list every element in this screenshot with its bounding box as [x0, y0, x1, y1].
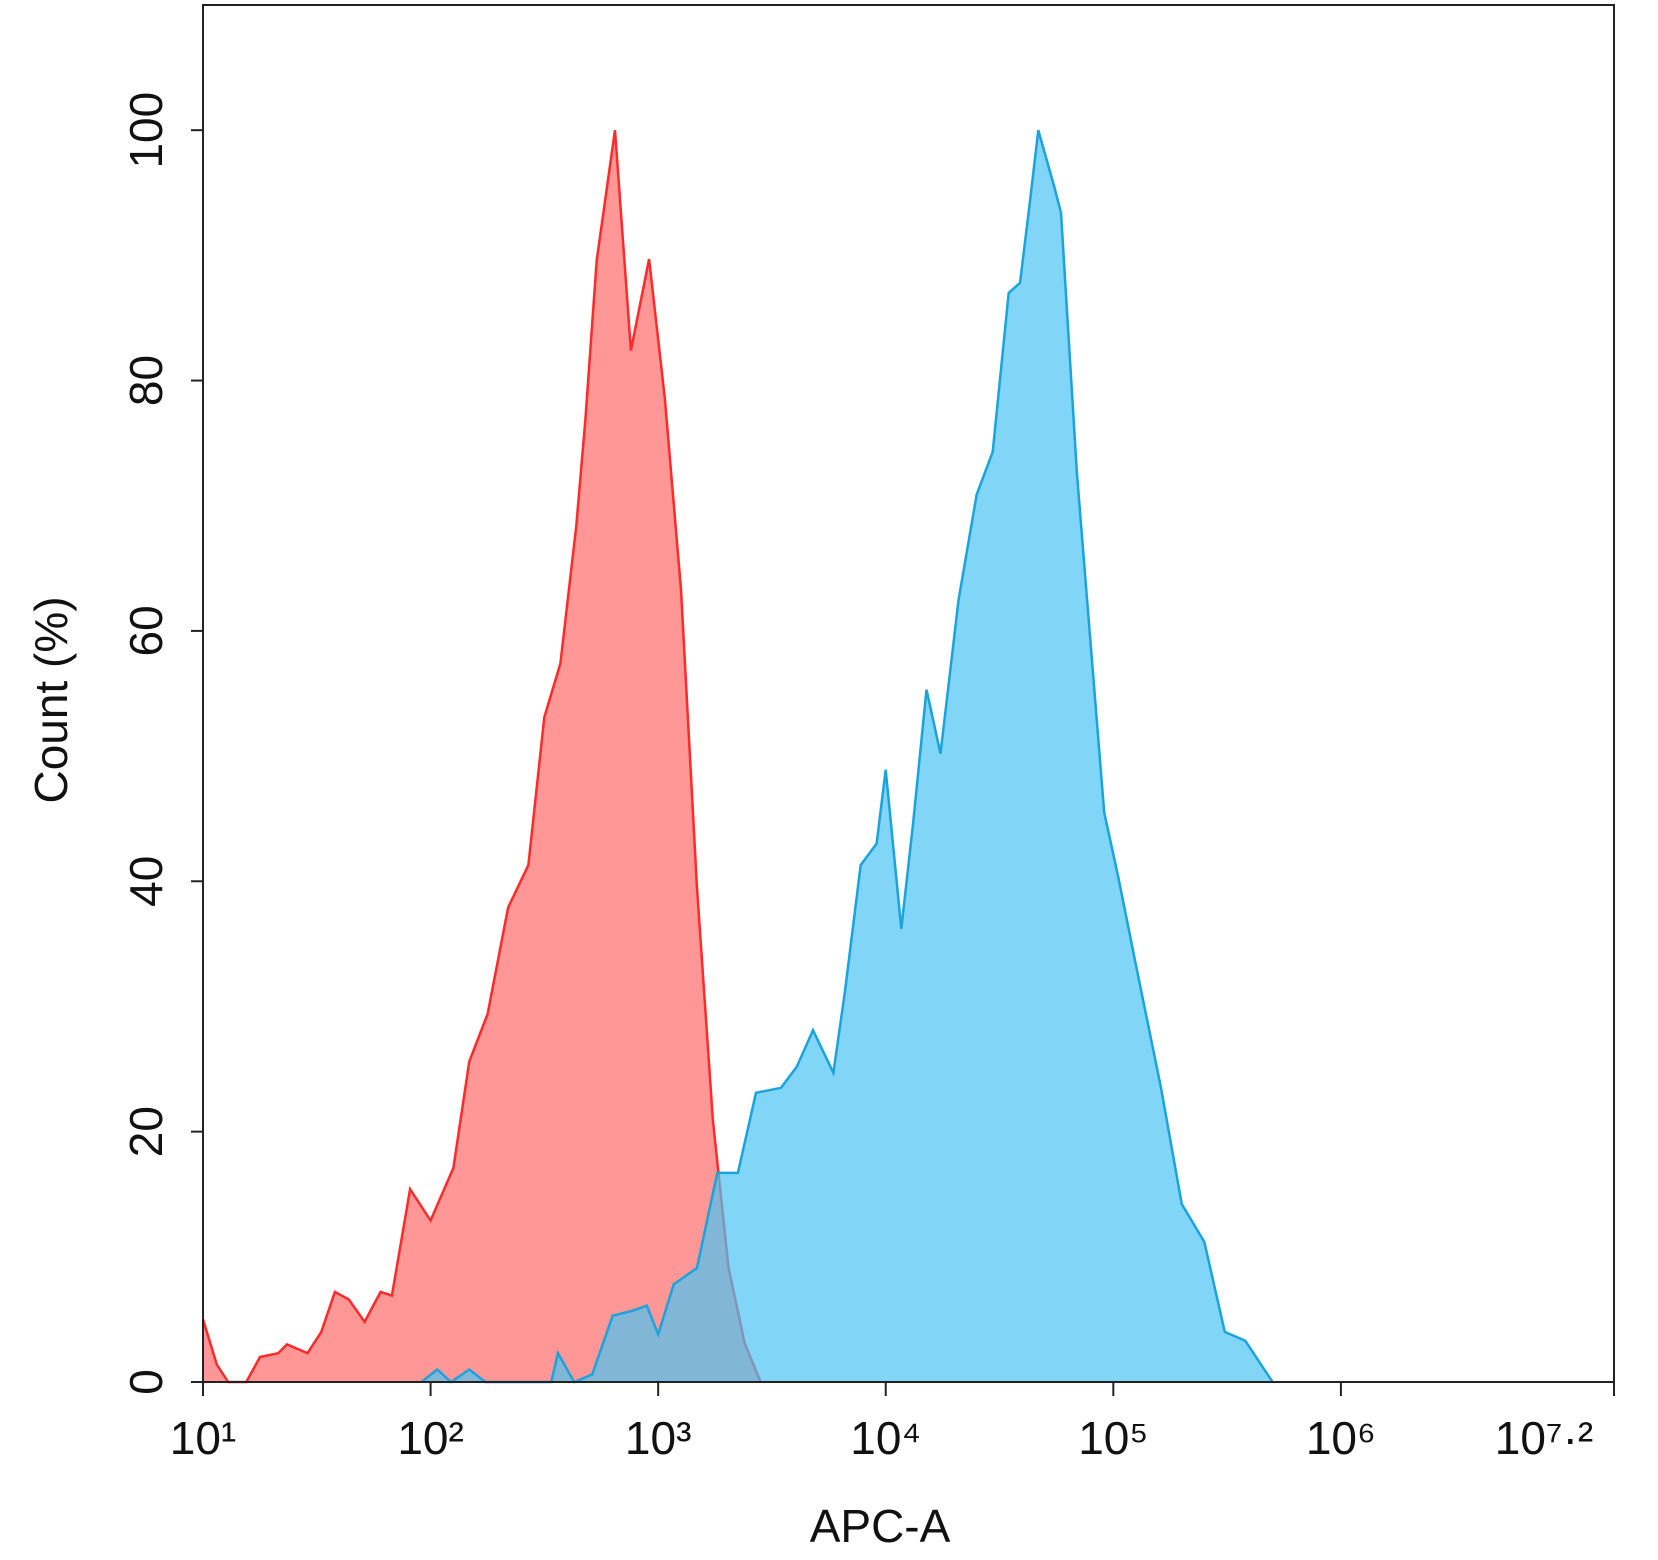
- x-tick-label: 10⁵: [1078, 1412, 1148, 1464]
- y-tick-label: 20: [120, 1106, 172, 1157]
- histogram-line: [420, 129, 1274, 1384]
- area-shade: [421, 130, 1273, 1383]
- x-tick-label: 10¹: [170, 1412, 236, 1464]
- y-tick-label: 0: [120, 1369, 172, 1395]
- histogram-line: [201, 130, 762, 1384]
- x-tick-label: 10²: [397, 1412, 463, 1464]
- x-tick-label: 10³: [625, 1412, 691, 1464]
- x-tick-label: 10⁶: [1306, 1412, 1376, 1464]
- plot-frame: [202, 4, 1615, 1383]
- y-tick-label: 100: [120, 92, 172, 169]
- x-axis-label: APC-A: [810, 1500, 951, 1552]
- area-shade: [203, 130, 761, 1383]
- y-tick-label: 80: [120, 355, 172, 406]
- y-tick-label: 60: [120, 605, 172, 656]
- y-axis-label: Count (%): [25, 596, 77, 803]
- x-tick-label: 10⁷·²: [1495, 1412, 1593, 1464]
- x-tick-label: 10⁴: [850, 1412, 921, 1464]
- y-tick-label: 40: [120, 856, 172, 907]
